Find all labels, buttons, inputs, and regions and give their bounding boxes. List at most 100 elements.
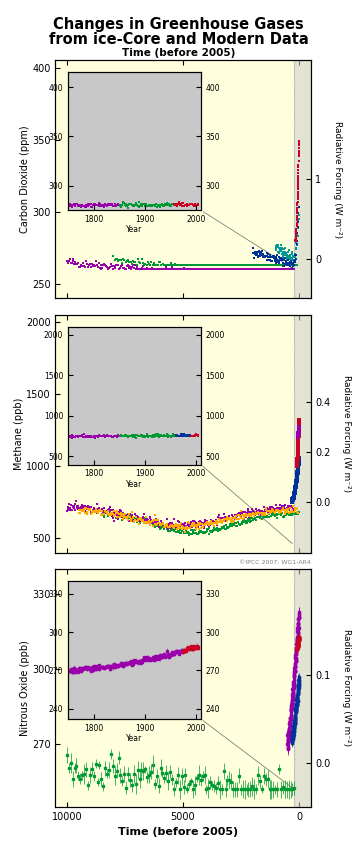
Point [273,503,279,517]
Point [295,430,301,444]
Point [286,507,291,520]
Point [207,524,213,538]
Point [274,503,280,517]
Point [125,509,130,523]
Point [84,507,90,521]
Point [281,251,287,265]
Point [206,516,212,530]
Point [166,518,172,532]
Point [179,518,185,532]
Point [194,516,200,530]
Point [196,262,201,276]
Point [280,256,286,270]
Point [67,252,72,266]
Point [274,258,280,272]
Point [215,524,221,538]
Point [296,160,301,173]
Point [182,258,187,272]
Point [119,508,125,522]
Point [280,262,286,276]
Point [291,492,296,506]
Point [188,523,194,537]
Point [204,258,210,272]
Point [118,507,124,520]
Point [104,507,110,521]
Point [251,258,256,272]
Point [126,514,132,528]
Point [177,258,183,272]
Point [239,507,245,520]
Point [295,451,300,465]
Point [191,526,197,539]
Point [116,510,122,524]
Point [171,520,177,534]
Point [139,512,145,526]
Point [265,262,271,276]
Point [258,262,264,276]
Point [292,482,298,496]
Point [286,252,292,266]
Point [115,258,121,272]
Point [113,507,119,520]
Point [290,506,295,520]
Point [173,525,178,539]
Point [294,469,300,483]
Point [280,258,286,272]
Point [238,510,244,524]
Point [122,508,127,522]
Point [289,494,295,508]
Point [136,517,142,531]
Point [268,262,273,276]
Point [216,522,222,536]
Point [127,511,132,525]
Point [148,515,154,529]
Point [295,190,301,204]
Point [247,505,253,519]
Point [137,261,142,275]
Point [265,505,271,519]
Point [205,262,211,276]
Point [256,506,261,520]
Point [209,515,215,529]
Point [243,507,248,520]
Point [146,516,152,530]
Point [164,517,170,531]
Point [275,240,280,254]
Point [287,499,293,513]
Point [203,258,208,272]
Point [267,262,273,276]
Point [115,507,121,521]
Point [214,262,220,276]
Point [275,238,280,252]
Point [193,517,198,531]
Point [205,518,211,532]
Point [259,508,265,522]
Point [164,517,170,531]
Point [231,514,237,528]
Point [295,173,301,187]
Point [269,254,275,268]
Point [64,254,70,268]
Point [142,515,147,529]
Point [248,509,254,523]
Point [217,512,223,526]
Point [173,517,179,531]
Point [295,176,301,190]
Point [206,519,211,532]
Point [279,242,285,255]
Point [82,501,88,514]
Point [293,243,298,256]
Point [198,520,204,534]
Point [137,516,143,530]
Point [286,249,291,263]
Point [140,512,146,526]
Point [295,186,301,199]
Point [65,501,71,515]
Point [143,510,149,524]
Point [280,507,285,520]
Point [237,262,242,276]
Point [221,513,227,527]
Point [273,503,279,517]
Point [145,262,151,276]
Point [122,253,127,267]
